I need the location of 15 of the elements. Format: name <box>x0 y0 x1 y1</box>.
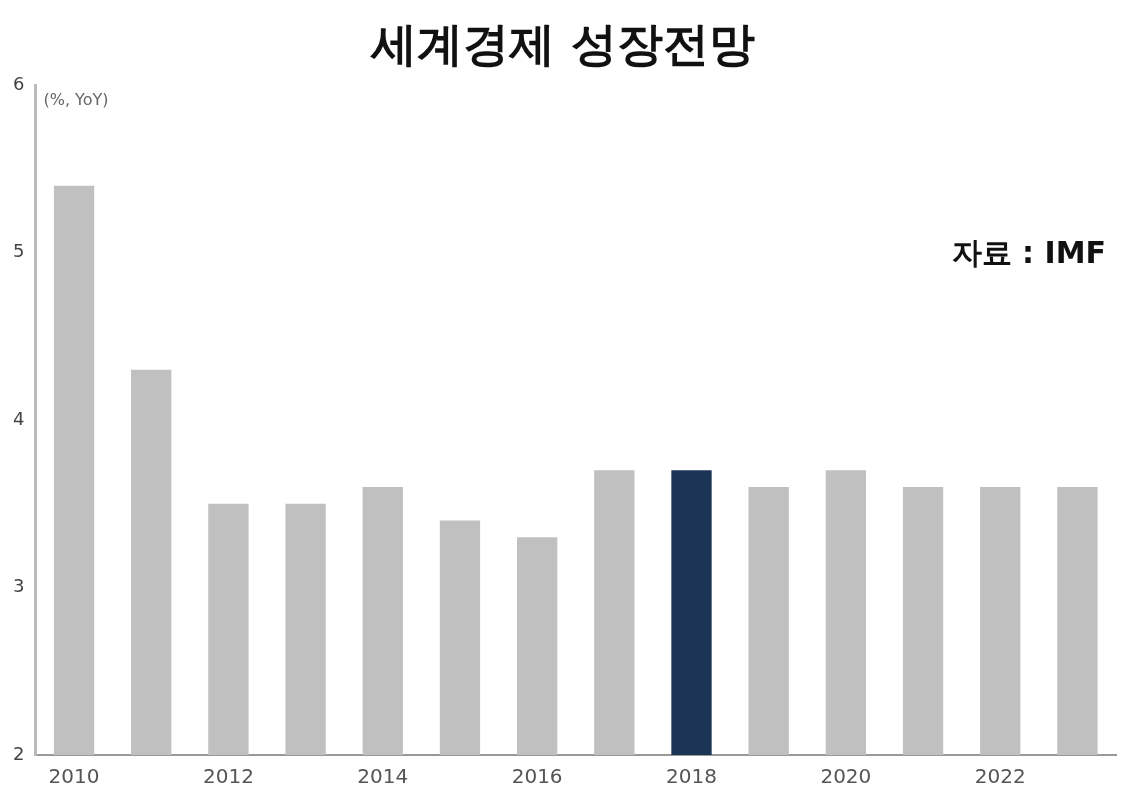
y-tick-label: 3 <box>13 575 25 597</box>
x-tick-label: 2014 <box>357 764 409 789</box>
y-tick-label: 5 <box>13 240 25 262</box>
y-axis-title: (%, YoY) <box>43 90 109 110</box>
y-tick-label: 6 <box>13 72 25 94</box>
x-tick-label: 2022 <box>974 764 1026 789</box>
chart-title: 세계경제 성장전망 <box>369 16 756 71</box>
annotation: 자료 : IMF <box>951 235 1106 270</box>
x-tick-label: 2020 <box>820 764 872 789</box>
x-tick-label: 2010 <box>48 764 100 789</box>
y-tick-label: 4 <box>13 407 25 429</box>
x-tick-label: 2018 <box>666 764 717 789</box>
x-tick-label: 2012 <box>202 764 254 789</box>
x-tick-label: 2016 <box>511 764 563 789</box>
y-tick-label: 2 <box>13 742 25 764</box>
